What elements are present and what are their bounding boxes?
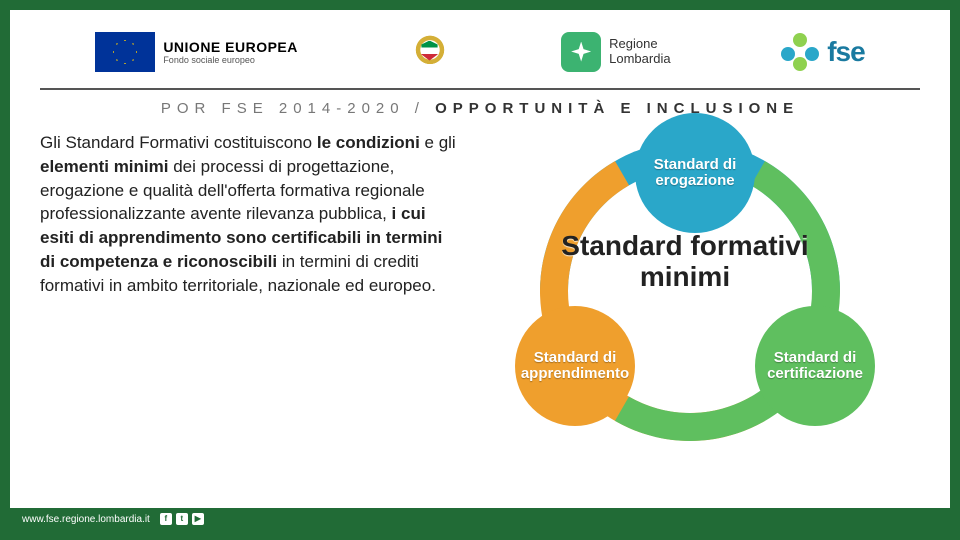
italy-emblem-icon xyxy=(409,31,451,73)
node-erogazione: Standard di erogazione xyxy=(635,113,755,233)
fse-label: fse xyxy=(827,36,864,68)
eu-flag-icon xyxy=(95,32,155,72)
lombardia-text: Regione Lombardia xyxy=(609,37,670,66)
eu-subtitle: Fondo sociale europeo xyxy=(163,55,298,65)
footer-social-icons: f t ▶ xyxy=(160,513,204,525)
eu-title: UNIONE EUROPEA xyxy=(163,39,298,55)
subheader-right: OPPORTUNITÀ E INCLUSIONE xyxy=(435,100,799,117)
fse-logo-block: fse xyxy=(781,33,864,71)
subheader-left: POR FSE 2014-2020 xyxy=(161,100,405,117)
node-apprendimento: Standard di apprendimento xyxy=(515,306,635,426)
footer-url: www.fse.regione.lombardia.it xyxy=(22,514,150,525)
youtube-icon: ▶ xyxy=(192,513,204,525)
twitter-icon: t xyxy=(176,513,188,525)
body-paragraph: Gli Standard Formativi costituiscono le … xyxy=(40,131,460,298)
node-certificazione: Standard di certificazione xyxy=(755,306,875,426)
header-logos: UNIONE EUROPEA Fondo sociale europeo Reg… xyxy=(10,10,950,88)
cycle-diagram: Standard formativi minimi Standard di er… xyxy=(470,131,910,471)
eu-text: UNIONE EUROPEA Fondo sociale europeo xyxy=(163,39,298,65)
subheader-sep: / xyxy=(415,100,425,117)
lombardia-icon xyxy=(561,32,601,72)
diagram-center-label: Standard formativi minimi xyxy=(520,231,850,293)
subheader: POR FSE 2014-2020 / OPPORTUNITÀ E INCLUS… xyxy=(10,90,950,131)
fse-icon xyxy=(781,33,819,71)
content-area: Gli Standard Formativi costituiscono le … xyxy=(10,131,950,481)
facebook-icon: f xyxy=(160,513,172,525)
footer-bar: www.fse.regione.lombardia.it f t ▶ xyxy=(10,508,950,530)
eu-logo-block: UNIONE EUROPEA Fondo sociale europeo xyxy=(95,32,298,72)
lombardia-logo-block: Regione Lombardia xyxy=(561,32,670,72)
